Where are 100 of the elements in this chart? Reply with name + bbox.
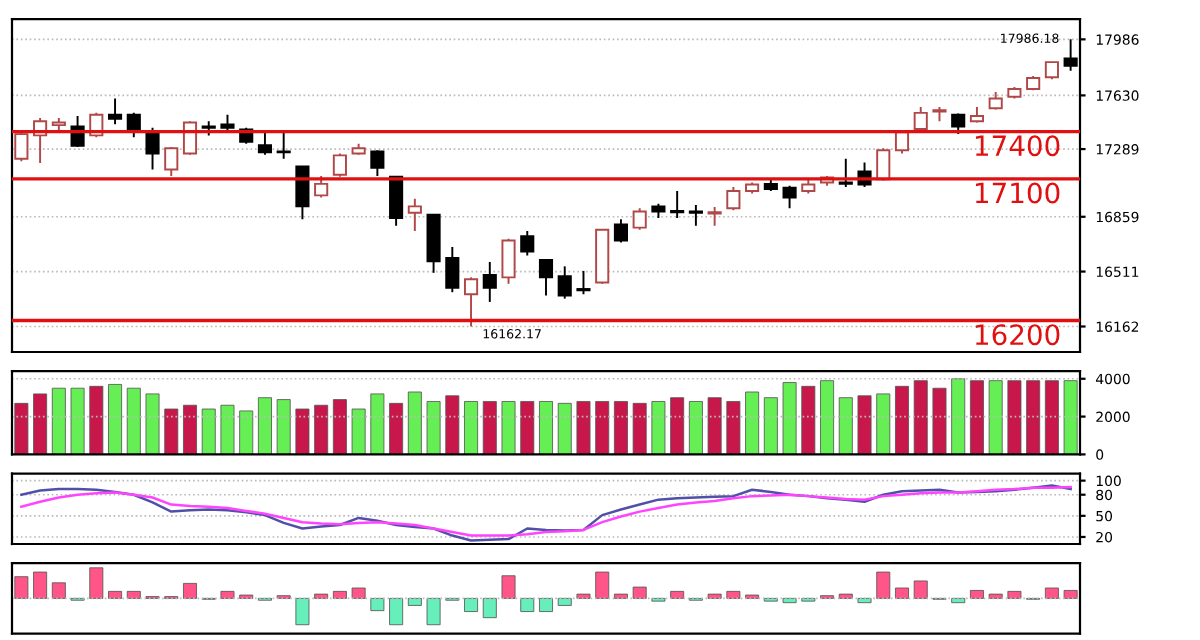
bar bbox=[651, 401, 666, 455]
bar bbox=[51, 582, 66, 599]
bar bbox=[501, 401, 516, 455]
bar bbox=[351, 408, 366, 455]
bar bbox=[576, 401, 591, 455]
bar bbox=[726, 401, 741, 455]
candlestick bbox=[426, 213, 441, 274]
bar bbox=[314, 404, 329, 455]
bar bbox=[838, 593, 853, 599]
bar bbox=[501, 575, 516, 599]
candlestick bbox=[538, 258, 554, 297]
bar bbox=[464, 401, 479, 455]
bar bbox=[913, 580, 928, 599]
candlestick bbox=[501, 237, 516, 285]
bar bbox=[108, 384, 123, 455]
bar bbox=[126, 590, 141, 599]
bar bbox=[951, 597, 966, 604]
bar bbox=[1044, 587, 1059, 599]
candlestick bbox=[107, 97, 123, 126]
bar bbox=[239, 410, 254, 455]
candlestick bbox=[295, 165, 310, 221]
bar bbox=[801, 385, 816, 455]
bar bbox=[969, 380, 984, 455]
candlestick bbox=[463, 276, 479, 328]
bar bbox=[539, 401, 553, 455]
bar bbox=[876, 571, 891, 599]
candlestick bbox=[314, 175, 329, 199]
bar bbox=[108, 590, 123, 599]
bar bbox=[407, 391, 422, 455]
candlestick bbox=[164, 146, 179, 177]
bar bbox=[389, 597, 404, 626]
bar bbox=[276, 399, 291, 455]
bar bbox=[314, 593, 329, 599]
candlestick bbox=[145, 126, 160, 171]
bar bbox=[14, 576, 29, 599]
bar bbox=[164, 408, 179, 455]
candlestick bbox=[520, 229, 535, 257]
candlestick bbox=[257, 131, 273, 156]
bar bbox=[838, 397, 853, 455]
candlestick bbox=[707, 206, 722, 227]
bar bbox=[763, 397, 778, 455]
bar bbox=[857, 395, 872, 455]
candlestick bbox=[613, 218, 629, 244]
bar bbox=[33, 571, 48, 599]
candlestick bbox=[389, 175, 404, 227]
bar bbox=[969, 590, 984, 599]
ref-line-label: 16200 bbox=[975, 324, 1060, 346]
bar bbox=[520, 597, 535, 612]
bar bbox=[201, 408, 216, 455]
bar bbox=[70, 387, 85, 455]
candlestick bbox=[557, 265, 572, 300]
candlestick bbox=[182, 120, 198, 156]
bar bbox=[688, 401, 703, 455]
bar bbox=[482, 597, 497, 619]
bar bbox=[951, 378, 966, 455]
bar bbox=[613, 401, 628, 455]
bar bbox=[707, 593, 722, 599]
bar bbox=[464, 597, 479, 612]
bar bbox=[520, 401, 535, 455]
bar bbox=[576, 593, 591, 599]
bar bbox=[876, 393, 891, 455]
ref-line-label: 17400 bbox=[975, 135, 1060, 157]
candlestick bbox=[670, 189, 685, 219]
bar bbox=[183, 404, 197, 455]
bar bbox=[613, 593, 628, 599]
bar bbox=[745, 391, 760, 455]
candlestick bbox=[951, 112, 966, 136]
bar bbox=[707, 397, 722, 455]
bar bbox=[220, 404, 235, 455]
bar bbox=[295, 408, 310, 455]
bar bbox=[426, 597, 441, 626]
bar bbox=[14, 402, 29, 455]
bar bbox=[895, 587, 909, 599]
bar bbox=[1026, 380, 1041, 455]
bar bbox=[913, 380, 928, 455]
bar bbox=[1007, 380, 1022, 455]
bar bbox=[632, 586, 647, 599]
bar bbox=[332, 590, 347, 599]
bar bbox=[932, 387, 947, 455]
candlestick bbox=[688, 204, 703, 227]
bar bbox=[445, 395, 460, 455]
bar bbox=[726, 590, 741, 599]
bar bbox=[1063, 590, 1078, 599]
bar bbox=[595, 401, 610, 455]
candlestick bbox=[726, 186, 741, 212]
bar bbox=[89, 385, 104, 455]
bar bbox=[895, 385, 909, 455]
bar bbox=[145, 393, 160, 455]
bar bbox=[988, 380, 1003, 455]
bar bbox=[183, 582, 197, 599]
candlestick bbox=[782, 184, 797, 210]
bar bbox=[482, 401, 497, 455]
candlestick bbox=[576, 269, 591, 296]
bar bbox=[220, 590, 235, 599]
bar bbox=[407, 597, 422, 606]
bar bbox=[782, 597, 797, 604]
bar bbox=[370, 597, 385, 612]
candlestick bbox=[482, 260, 497, 303]
bar bbox=[389, 402, 404, 455]
bar bbox=[332, 399, 347, 455]
